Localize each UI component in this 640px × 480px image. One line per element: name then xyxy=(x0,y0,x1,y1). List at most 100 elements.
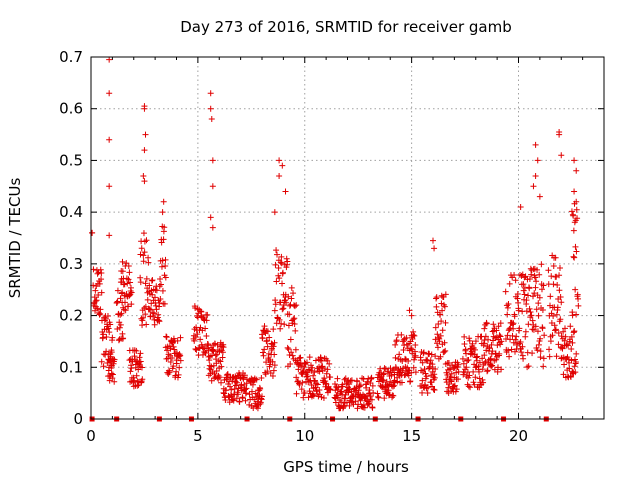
data-point xyxy=(432,353,439,360)
data-point xyxy=(117,295,124,302)
data-point xyxy=(275,265,282,272)
data-point xyxy=(434,331,441,338)
data-point xyxy=(347,377,354,384)
data-point xyxy=(532,141,539,148)
data-point xyxy=(437,311,444,318)
data-point xyxy=(119,289,126,296)
data-point xyxy=(497,333,504,340)
data-point xyxy=(403,334,410,341)
data-point xyxy=(141,147,148,154)
data-point xyxy=(407,378,414,385)
data-point xyxy=(102,316,109,323)
data-point xyxy=(480,340,487,347)
data-point xyxy=(260,352,267,359)
data-point xyxy=(472,338,479,345)
data-point xyxy=(526,285,533,292)
data-point xyxy=(534,157,541,164)
data-point xyxy=(290,290,297,297)
data-point xyxy=(463,350,470,357)
data-point xyxy=(218,379,225,386)
data-point xyxy=(205,353,212,360)
data-point xyxy=(271,339,278,346)
data-point xyxy=(532,172,539,179)
data-point xyxy=(472,364,479,371)
data-point xyxy=(567,323,574,330)
data-point xyxy=(534,266,541,273)
data-point xyxy=(106,329,113,336)
data-point xyxy=(300,394,307,401)
data-point xyxy=(279,280,286,287)
data-point xyxy=(284,258,291,265)
data-point xyxy=(568,345,575,352)
data-point xyxy=(556,272,563,279)
data-point xyxy=(377,365,384,372)
data-point xyxy=(405,358,412,365)
data-point xyxy=(560,371,567,378)
data-point xyxy=(539,306,546,313)
data-point xyxy=(106,183,113,190)
data-point xyxy=(262,371,269,378)
data-point xyxy=(167,345,174,352)
data-point xyxy=(495,323,502,330)
data-point xyxy=(93,297,100,304)
data-point xyxy=(331,380,338,387)
data-point xyxy=(433,295,440,302)
data-point xyxy=(471,381,478,388)
x-tick-label: 10 xyxy=(295,427,314,445)
data-point xyxy=(89,229,96,236)
data-point xyxy=(370,389,377,396)
data-point xyxy=(104,313,111,320)
data-point xyxy=(398,379,405,386)
data-point xyxy=(270,367,277,374)
data-point xyxy=(173,360,180,367)
data-point xyxy=(143,237,150,244)
data-point xyxy=(122,299,129,306)
data-point xyxy=(535,341,542,348)
data-point xyxy=(551,322,558,329)
data-point xyxy=(431,371,438,378)
data-point xyxy=(547,293,554,300)
data-point xyxy=(468,348,475,355)
data-point xyxy=(532,284,539,291)
data-point xyxy=(209,183,216,190)
data-point xyxy=(570,227,577,234)
data-point xyxy=(388,372,395,379)
data-point xyxy=(536,294,543,301)
data-point xyxy=(233,395,240,402)
data-point xyxy=(494,364,501,371)
data-point xyxy=(111,356,118,363)
data-point xyxy=(100,331,107,338)
data-point xyxy=(109,375,116,382)
data-point xyxy=(472,374,479,381)
data-point xyxy=(310,372,317,379)
data-point xyxy=(125,303,132,310)
data-point xyxy=(326,360,333,367)
data-point xyxy=(461,333,468,340)
data-point xyxy=(508,346,515,353)
data-point xyxy=(148,277,155,284)
data-point xyxy=(550,263,557,270)
data-point xyxy=(412,369,419,376)
data-point xyxy=(549,332,556,339)
data-point xyxy=(284,344,291,351)
data-point xyxy=(571,157,578,164)
data-point xyxy=(269,358,276,365)
data-point xyxy=(380,377,387,384)
data-point xyxy=(340,402,347,409)
data-point xyxy=(535,300,542,307)
data-point xyxy=(339,383,346,390)
data-point xyxy=(524,349,531,356)
data-point xyxy=(410,331,417,338)
data-point xyxy=(570,212,577,219)
data-point xyxy=(107,351,114,358)
data-point xyxy=(303,359,310,366)
data-point xyxy=(278,253,285,260)
grid-lines xyxy=(91,57,604,419)
data-point xyxy=(560,328,567,335)
data-point xyxy=(368,396,375,403)
data-point xyxy=(137,251,144,258)
data-point xyxy=(540,282,547,289)
data-point xyxy=(532,323,539,330)
data-point xyxy=(556,264,563,271)
